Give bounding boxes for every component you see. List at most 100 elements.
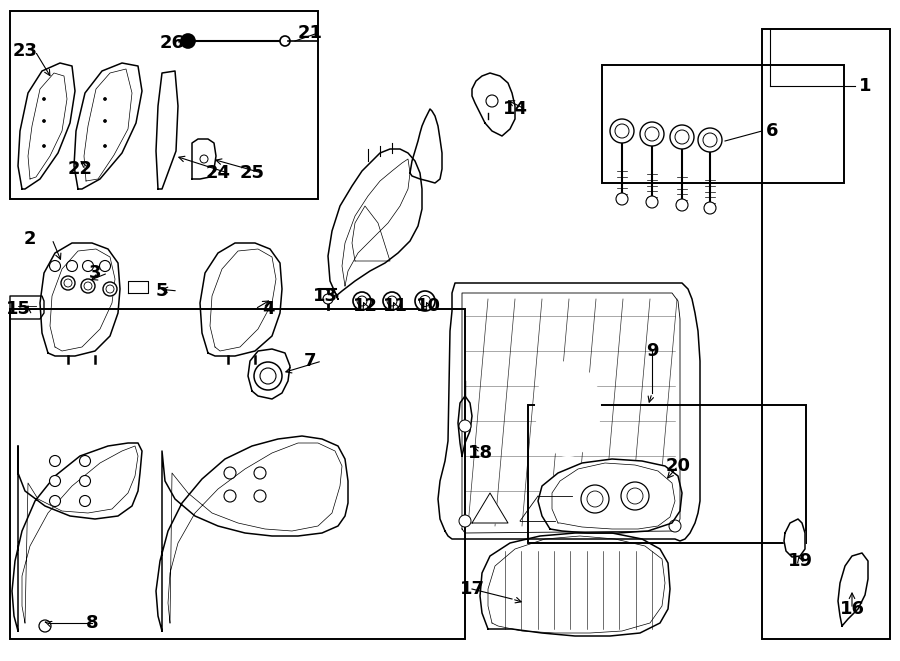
Circle shape bbox=[200, 155, 208, 163]
Circle shape bbox=[646, 196, 658, 208]
Circle shape bbox=[50, 475, 60, 486]
Circle shape bbox=[83, 260, 94, 272]
Text: 4: 4 bbox=[262, 300, 274, 318]
Text: 9: 9 bbox=[646, 342, 658, 360]
Circle shape bbox=[67, 260, 77, 272]
Polygon shape bbox=[10, 296, 44, 319]
Polygon shape bbox=[472, 493, 508, 523]
Circle shape bbox=[224, 467, 236, 479]
Circle shape bbox=[181, 34, 195, 48]
Text: 19: 19 bbox=[788, 552, 813, 570]
Circle shape bbox=[323, 294, 333, 304]
Text: 6: 6 bbox=[766, 122, 778, 140]
Circle shape bbox=[459, 420, 471, 432]
Circle shape bbox=[676, 199, 688, 211]
Circle shape bbox=[353, 292, 371, 310]
Circle shape bbox=[61, 276, 75, 290]
Polygon shape bbox=[12, 443, 142, 631]
Circle shape bbox=[79, 475, 91, 486]
Bar bbox=[10, 11, 318, 199]
Circle shape bbox=[254, 490, 266, 502]
Circle shape bbox=[42, 145, 46, 147]
Circle shape bbox=[254, 467, 266, 479]
Polygon shape bbox=[74, 63, 142, 189]
Text: 18: 18 bbox=[467, 444, 492, 462]
Bar bbox=[10, 309, 465, 639]
Circle shape bbox=[698, 128, 722, 152]
Text: 24: 24 bbox=[205, 164, 230, 182]
Text: 5: 5 bbox=[156, 282, 168, 300]
Polygon shape bbox=[328, 149, 422, 299]
Circle shape bbox=[104, 120, 106, 122]
Circle shape bbox=[50, 496, 60, 506]
Bar bbox=[762, 29, 890, 639]
Polygon shape bbox=[192, 139, 216, 179]
Circle shape bbox=[103, 282, 117, 296]
Polygon shape bbox=[40, 243, 120, 356]
Text: 2: 2 bbox=[23, 230, 36, 248]
Circle shape bbox=[79, 455, 91, 467]
Circle shape bbox=[459, 515, 471, 527]
Polygon shape bbox=[156, 71, 178, 189]
Text: 16: 16 bbox=[840, 600, 865, 618]
Circle shape bbox=[100, 260, 111, 272]
Circle shape bbox=[224, 490, 236, 502]
Circle shape bbox=[675, 130, 689, 144]
Polygon shape bbox=[248, 349, 290, 399]
Circle shape bbox=[486, 95, 498, 107]
Circle shape bbox=[104, 98, 106, 100]
Circle shape bbox=[260, 368, 276, 384]
Circle shape bbox=[621, 482, 649, 510]
Text: 10: 10 bbox=[416, 297, 440, 315]
Text: 15: 15 bbox=[5, 300, 31, 318]
Text: 22: 22 bbox=[68, 160, 93, 178]
Circle shape bbox=[581, 485, 609, 513]
Circle shape bbox=[645, 127, 659, 141]
Text: 3: 3 bbox=[89, 264, 101, 282]
Bar bbox=[602, 65, 844, 183]
Circle shape bbox=[39, 620, 51, 632]
Circle shape bbox=[616, 193, 628, 205]
Circle shape bbox=[254, 362, 282, 390]
Circle shape bbox=[79, 496, 91, 506]
Circle shape bbox=[703, 133, 717, 147]
Circle shape bbox=[106, 285, 114, 293]
Circle shape bbox=[640, 122, 664, 146]
Circle shape bbox=[383, 292, 401, 310]
Circle shape bbox=[64, 279, 72, 287]
Circle shape bbox=[387, 296, 397, 306]
Polygon shape bbox=[538, 459, 682, 533]
Polygon shape bbox=[458, 396, 472, 456]
Circle shape bbox=[704, 202, 716, 214]
Polygon shape bbox=[472, 73, 515, 136]
Text: 26: 26 bbox=[159, 34, 184, 52]
Circle shape bbox=[670, 125, 694, 149]
Circle shape bbox=[42, 120, 46, 122]
Circle shape bbox=[357, 296, 367, 306]
Circle shape bbox=[84, 282, 92, 290]
Text: 11: 11 bbox=[382, 297, 408, 315]
Text: 13: 13 bbox=[312, 287, 338, 305]
Text: 8: 8 bbox=[86, 614, 98, 632]
Text: 21: 21 bbox=[298, 24, 322, 42]
Polygon shape bbox=[838, 553, 868, 626]
Circle shape bbox=[615, 124, 629, 138]
Text: 1: 1 bbox=[859, 77, 871, 95]
Polygon shape bbox=[410, 109, 442, 183]
Circle shape bbox=[42, 98, 46, 100]
Text: 7: 7 bbox=[304, 352, 316, 370]
Circle shape bbox=[50, 260, 60, 272]
Text: 20: 20 bbox=[665, 457, 690, 475]
Text: 25: 25 bbox=[239, 164, 265, 182]
Text: 23: 23 bbox=[13, 42, 38, 60]
Bar bbox=[528, 405, 806, 543]
Polygon shape bbox=[200, 243, 282, 356]
Text: 14: 14 bbox=[502, 100, 527, 118]
Text: 17: 17 bbox=[460, 580, 484, 598]
Polygon shape bbox=[480, 533, 670, 636]
Circle shape bbox=[81, 279, 95, 293]
Circle shape bbox=[610, 119, 634, 143]
Circle shape bbox=[587, 491, 603, 507]
Polygon shape bbox=[18, 63, 75, 189]
Circle shape bbox=[280, 36, 290, 46]
